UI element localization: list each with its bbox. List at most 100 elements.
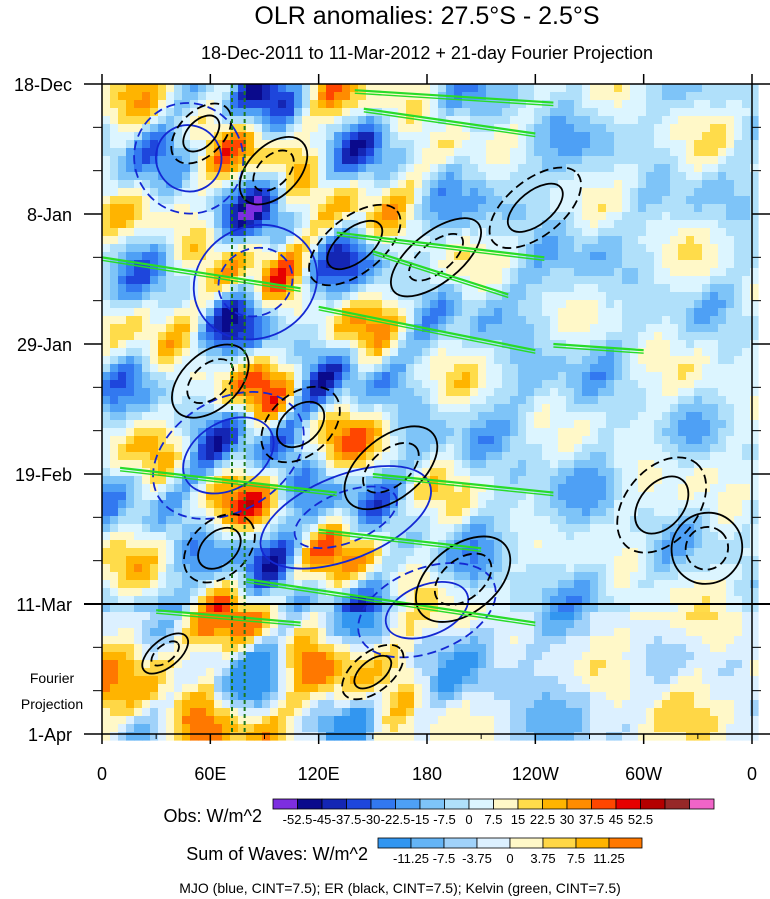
- heatmap-cell: [142, 364, 151, 373]
- heatmap-cell: [342, 388, 351, 397]
- heatmap-cell: [150, 604, 159, 613]
- heatmap-cell: [334, 212, 343, 221]
- heatmap-cell: [302, 396, 311, 405]
- heatmap-cell: [374, 148, 383, 157]
- heatmap-cell: [486, 196, 495, 205]
- heatmap-cell: [446, 444, 455, 453]
- heatmap-cell: [110, 348, 119, 357]
- heatmap-cell: [222, 588, 231, 597]
- heatmap-cell: [542, 500, 551, 509]
- heatmap-cell: [134, 284, 143, 293]
- heatmap-cell: [414, 476, 423, 485]
- heatmap-cell: [270, 188, 279, 197]
- heatmap-cell: [102, 268, 111, 277]
- heatmap-cell: [262, 572, 271, 581]
- heatmap-cell: [470, 180, 479, 189]
- heatmap-cell: [158, 524, 167, 533]
- heatmap-cell: [550, 364, 559, 373]
- heatmap-cell: [110, 84, 119, 93]
- heatmap-cell: [126, 420, 135, 429]
- heatmap-cell: [246, 580, 255, 589]
- heatmap-cell: [254, 332, 263, 341]
- heatmap-cell: [558, 492, 567, 501]
- heatmap-cell: [358, 580, 367, 589]
- heatmap-cell: [350, 284, 359, 293]
- heatmap-cell: [254, 612, 263, 621]
- heatmap-cell: [358, 652, 367, 661]
- heatmap-cell: [534, 244, 543, 253]
- heatmap-cell: [374, 396, 383, 405]
- heatmap-cell: [358, 332, 367, 341]
- heatmap-cell: [494, 372, 503, 381]
- heatmap-cell: [150, 716, 159, 725]
- heatmap-cell: [302, 572, 311, 581]
- heatmap-cell: [182, 324, 191, 333]
- heatmap-cell: [550, 660, 559, 669]
- heatmap-cell: [398, 684, 407, 693]
- heatmap-cell: [374, 628, 383, 637]
- heatmap-cell: [246, 524, 255, 533]
- heatmap-cell: [238, 684, 247, 693]
- heatmap-cell: [294, 364, 303, 373]
- heatmap-cell: [550, 124, 559, 133]
- heatmap-cell: [366, 140, 375, 149]
- heatmap-cell: [326, 436, 335, 445]
- heatmap-cell: [542, 300, 551, 309]
- heatmap-cell: [574, 492, 583, 501]
- heatmap-cell: [558, 204, 567, 213]
- heatmap-cell: [422, 132, 431, 141]
- heatmap-cell: [142, 428, 151, 437]
- heatmap-cell: [166, 588, 175, 597]
- heatmap-cell: [582, 620, 591, 629]
- heatmap-cell: [390, 436, 399, 445]
- heatmap-cell: [246, 596, 255, 605]
- heatmap-cell: [582, 148, 591, 157]
- heatmap-cell: [462, 452, 471, 461]
- heatmap-cell: [382, 476, 391, 485]
- heatmap-cell: [222, 308, 231, 317]
- heatmap-cell: [262, 236, 271, 245]
- heatmap-cell: [534, 684, 543, 693]
- heatmap-cell: [318, 116, 327, 125]
- heatmap-cell: [238, 652, 247, 661]
- heatmap-cell: [294, 388, 303, 397]
- heatmap-cell: [182, 268, 191, 277]
- heatmap-cell: [158, 372, 167, 381]
- heatmap-cell: [278, 308, 287, 317]
- heatmap-cell: [558, 572, 567, 581]
- heatmap-cell: [526, 364, 535, 373]
- heatmap-cell: [126, 356, 135, 365]
- heatmap-cell: [126, 244, 135, 253]
- heatmap-cell: [102, 276, 111, 285]
- heatmap-cell: [398, 460, 407, 469]
- heatmap-cell: [326, 428, 335, 437]
- heatmap-cell: [566, 92, 575, 101]
- heatmap-cell: [366, 148, 375, 157]
- heatmap-cell: [518, 684, 527, 693]
- heatmap-cell: [134, 500, 143, 509]
- heatmap-cell: [310, 500, 319, 509]
- heatmap-cell: [134, 716, 143, 725]
- heatmap-cell: [478, 276, 487, 285]
- heatmap-cell: [238, 468, 247, 477]
- heatmap-cell: [582, 476, 591, 485]
- heatmap-cell: [526, 540, 535, 549]
- heatmap-cell: [246, 692, 255, 701]
- heatmap-cell: [294, 596, 303, 605]
- olr-anomaly-heatmap: [102, 84, 759, 741]
- heatmap-cell: [134, 564, 143, 573]
- heatmap-cell: [118, 92, 127, 101]
- heatmap-cell: [150, 596, 159, 605]
- heatmap-cell: [126, 644, 135, 653]
- heatmap-cell: [574, 380, 583, 389]
- heatmap-cell: [510, 316, 519, 325]
- heatmap-cell: [518, 276, 527, 285]
- heatmap-cell: [262, 540, 271, 549]
- heatmap-cell: [534, 724, 543, 733]
- heatmap-cell: [350, 212, 359, 221]
- heatmap-cell: [118, 164, 127, 173]
- heatmap-cell: [478, 500, 487, 509]
- heatmap-cell: [438, 236, 447, 245]
- heatmap-cell: [126, 652, 135, 661]
- heatmap-cell: [158, 564, 167, 573]
